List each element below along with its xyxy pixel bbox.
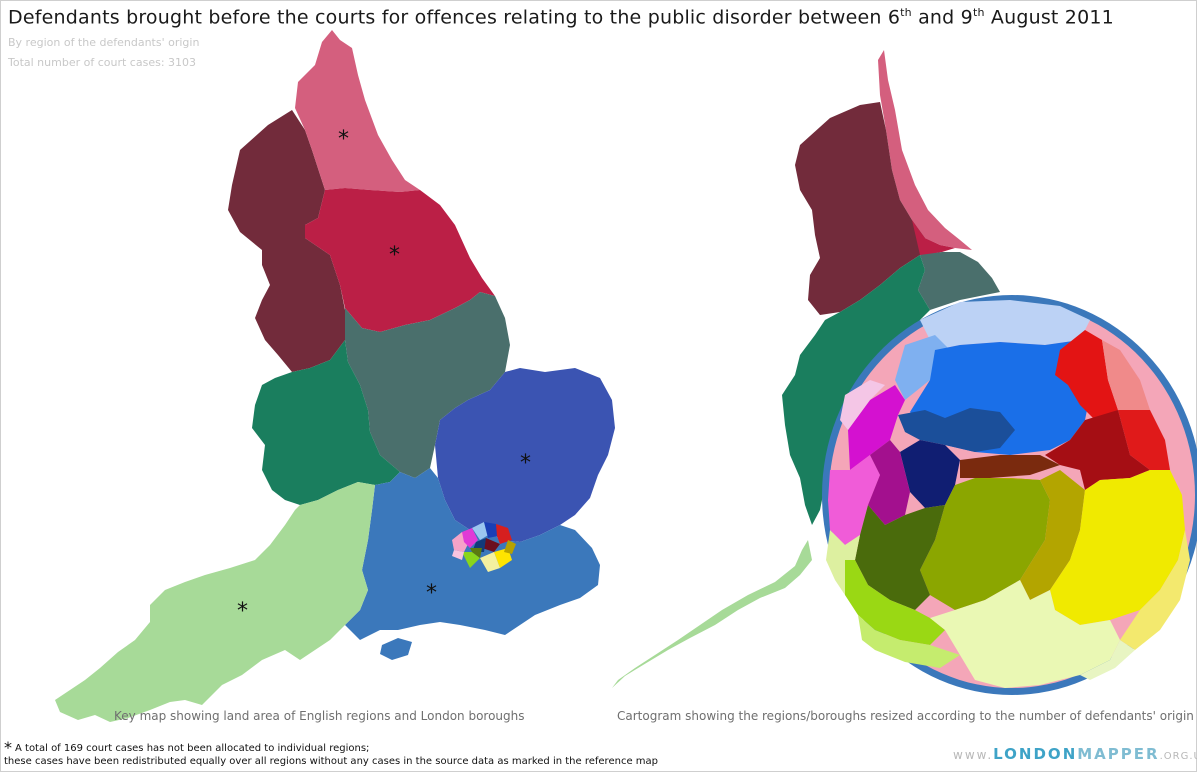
cartogram-map [612, 50, 1197, 695]
footnote-asterisk: * [4, 738, 12, 757]
cartogram-north-east [878, 50, 972, 250]
region-east-midlands [345, 292, 510, 478]
subtitle-total: Total number of court cases: 3103 [8, 56, 197, 69]
cartogram-south-west [612, 540, 812, 688]
region-north-east [295, 30, 420, 192]
cartogram-east-midlands [918, 252, 1000, 310]
subtitle-region: By region of the defendants' origin [8, 36, 200, 49]
cartogram-north-west [795, 102, 925, 315]
region-yorkshire [305, 188, 495, 332]
london-boroughs-key [452, 522, 516, 572]
isle-of-wight [380, 638, 412, 660]
cartogram-yorkshire [912, 220, 955, 255]
region-west-midlands [252, 340, 400, 505]
marker-south-west: * [237, 599, 248, 624]
marker-north-east: * [338, 127, 349, 152]
caption-cartogram: Cartogram showing the regions/boroughs r… [617, 709, 1194, 723]
region-south-west [55, 482, 375, 722]
marker-south-east: * [426, 581, 437, 606]
map-title: Defendants brought before the courts for… [8, 6, 1114, 29]
caption-key-map: Key map showing land area of English reg… [114, 709, 525, 723]
cartogram-boroughs [826, 300, 1190, 688]
region-east-of-england [435, 368, 615, 542]
region-north-west [228, 110, 345, 372]
marker-yorkshire: * [389, 243, 400, 268]
londonmapper-brand[interactable]: www.LONDONMAPPER.ORG.UK [953, 745, 1197, 763]
footnote-line-1: * A total of 169 court cases has not been… [4, 738, 370, 757]
marker-east-of-england: * [520, 451, 531, 476]
key-map: * * * * * [55, 30, 615, 722]
footnote-line-2: these cases have been redistributed equa… [4, 756, 658, 767]
